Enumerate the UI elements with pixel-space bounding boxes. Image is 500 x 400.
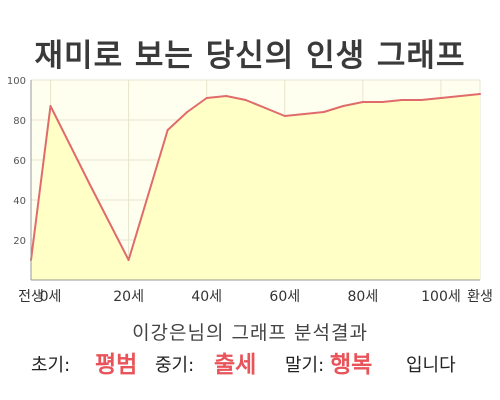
- y-tick-label: 40: [13, 196, 26, 207]
- x-tick-label: 80세: [348, 289, 379, 305]
- y-tick-label: 80: [13, 116, 26, 127]
- analysis-result: 초기: 평범 중기: 출세 말기: 행복 입니다: [0, 347, 500, 381]
- mid-value: 출세: [214, 352, 257, 378]
- mid-label: 중기:: [155, 355, 195, 376]
- data-point: [88, 183, 91, 185]
- data-point: [166, 129, 169, 131]
- data-point: [225, 95, 228, 97]
- data-point: [186, 111, 189, 113]
- data-point: [205, 97, 208, 99]
- early-value: 평범: [95, 352, 138, 378]
- early-label: 초기:: [31, 355, 71, 376]
- y-tick-label: 20: [13, 236, 26, 247]
- data-point: [381, 101, 384, 103]
- area-fill: [31, 94, 480, 280]
- analysis-subtitle: 이강은님의 그래프 분석결과: [132, 322, 368, 344]
- y-tick-label: 100: [7, 76, 26, 87]
- data-point: [49, 105, 52, 107]
- x-tick-label: 20세: [113, 289, 144, 305]
- data-point: [459, 95, 462, 97]
- x-tick-label: 0세: [40, 289, 62, 305]
- data-point: [322, 111, 325, 113]
- x-tick-label: 60세: [269, 289, 300, 305]
- x-tick-label: 전생: [18, 289, 44, 305]
- data-point: [303, 113, 306, 115]
- data-point: [400, 99, 403, 101]
- late-value: 행복: [330, 352, 373, 378]
- x-tick-label: 100세: [421, 289, 461, 305]
- x-tick-label: 환생: [467, 289, 493, 305]
- x-tick-label: 40세: [191, 289, 222, 305]
- data-point: [127, 259, 130, 261]
- y-tick-label: 60: [13, 156, 26, 167]
- data-point: [479, 93, 481, 95]
- data-point: [244, 99, 247, 101]
- page-title: 재미로 보는 당신의 인생 그래프: [34, 38, 466, 74]
- ending-text: 입니다: [406, 355, 456, 376]
- data-point: [439, 97, 442, 99]
- data-point: [264, 107, 267, 109]
- data-point: [420, 99, 423, 101]
- late-label: 말기:: [285, 355, 325, 376]
- data-point: [342, 105, 345, 107]
- data-point: [361, 101, 364, 103]
- data-point: [283, 115, 286, 117]
